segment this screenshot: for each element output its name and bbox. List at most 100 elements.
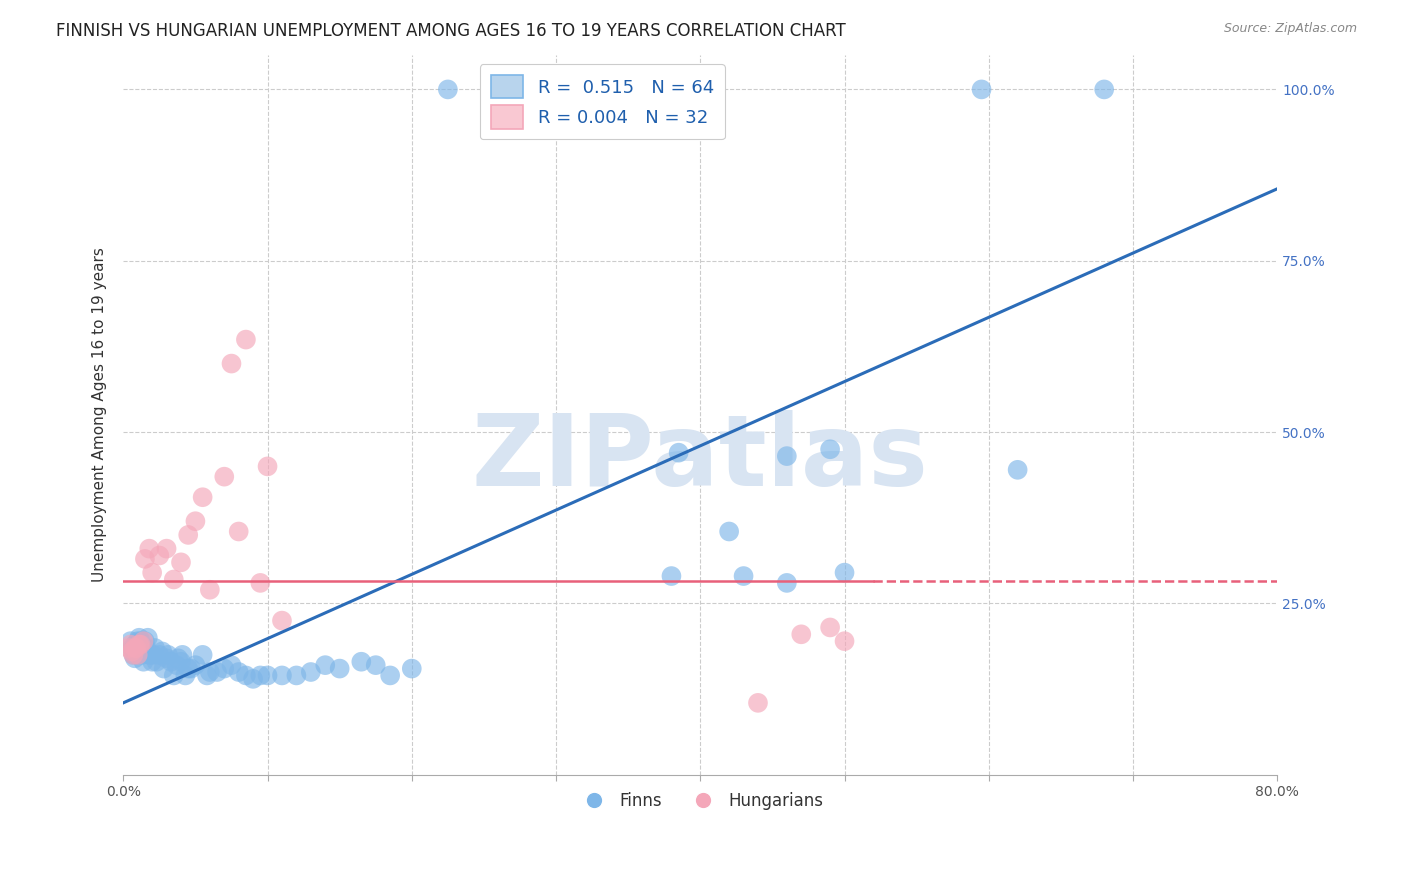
Point (132, 655, 155, 669)
Point (285, 668, 308, 682)
Point (155, 541, 177, 556)
Point (120, 638, 142, 652)
Point (256, 668, 278, 682)
Point (834, 566, 856, 580)
Point (603, 82, 626, 96)
Point (214, 662, 236, 676)
Point (184, 658, 207, 673)
Point (271, 668, 294, 682)
Point (138, 541, 160, 556)
Point (120, 634, 142, 648)
Point (668, 445, 690, 459)
Point (818, 620, 841, 634)
Point (228, 524, 250, 539)
Point (401, 662, 423, 676)
Point (1092, 82, 1115, 96)
Point (134, 634, 156, 648)
Point (214, 469, 236, 483)
Point (242, 672, 264, 686)
Point (177, 662, 200, 676)
Point (124, 640, 146, 655)
Point (790, 627, 813, 641)
Point (127, 648, 149, 662)
Point (124, 651, 146, 665)
Point (180, 662, 202, 676)
Point (128, 638, 150, 652)
Legend: Finns, Hungarians: Finns, Hungarians (571, 786, 830, 817)
Point (221, 658, 243, 673)
Point (299, 665, 322, 679)
Point (166, 658, 188, 673)
Point (134, 640, 156, 655)
Point (131, 648, 153, 662)
Point (170, 655, 193, 669)
Point (733, 569, 755, 583)
Point (378, 668, 401, 682)
Point (834, 634, 856, 648)
Point (228, 665, 250, 679)
Point (170, 555, 193, 569)
Text: Source: ZipAtlas.com: Source: ZipAtlas.com (1223, 22, 1357, 36)
Point (163, 573, 186, 587)
Point (148, 549, 170, 563)
Point (148, 648, 170, 662)
Point (127, 640, 149, 655)
Point (776, 449, 799, 463)
Point (256, 459, 278, 474)
Point (198, 582, 221, 597)
Point (122, 648, 145, 662)
Point (128, 631, 150, 645)
Point (129, 638, 152, 652)
Point (249, 668, 271, 682)
Point (150, 644, 173, 658)
Point (314, 658, 336, 673)
Point (350, 655, 373, 669)
Point (184, 514, 207, 528)
Point (271, 614, 294, 628)
Point (135, 640, 157, 655)
Point (127, 648, 149, 662)
Point (235, 668, 257, 682)
Point (121, 640, 143, 655)
Point (143, 640, 166, 655)
Point (249, 575, 271, 590)
Y-axis label: Unemployment Among Ages 16 to 19 years: Unemployment Among Ages 16 to 19 years (93, 248, 107, 582)
Text: ZIPatlas: ZIPatlas (472, 409, 929, 507)
Point (118, 640, 141, 655)
Point (125, 640, 148, 655)
Point (122, 648, 145, 662)
Point (145, 655, 167, 669)
Point (142, 648, 165, 662)
Point (141, 566, 163, 580)
Point (970, 82, 993, 96)
Point (136, 631, 159, 645)
Point (221, 357, 243, 371)
Point (127, 640, 149, 655)
Point (205, 665, 228, 679)
Point (191, 648, 214, 662)
Point (718, 524, 741, 539)
Point (132, 634, 155, 648)
Point (127, 634, 149, 648)
Point (191, 490, 214, 504)
Point (152, 662, 174, 676)
Point (167, 651, 190, 665)
Point (437, 82, 460, 96)
Point (661, 569, 683, 583)
Point (141, 655, 163, 669)
Point (776, 575, 799, 590)
Point (124, 638, 146, 652)
Point (157, 648, 180, 662)
Point (818, 442, 841, 457)
Point (129, 634, 152, 648)
Point (121, 644, 143, 658)
Point (198, 665, 221, 679)
Point (134, 552, 156, 566)
Point (177, 528, 200, 542)
Point (163, 668, 186, 682)
Point (195, 668, 218, 682)
Point (747, 696, 769, 710)
Point (138, 648, 160, 662)
Point (139, 648, 162, 662)
Point (160, 655, 183, 669)
